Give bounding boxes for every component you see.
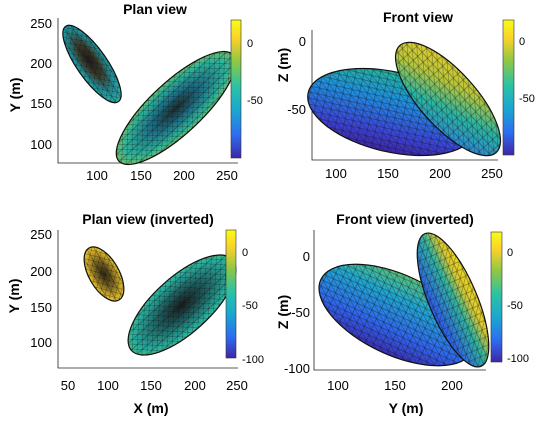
colorbar	[502, 19, 515, 156]
colorbar-tick-label: 0	[507, 247, 513, 259]
y-tick-label: 200	[30, 264, 52, 279]
x-tick-label: 100	[86, 168, 108, 183]
y-axis-label: Y (m)	[7, 78, 23, 113]
y-tick-labels: 250 200 150 100	[30, 16, 52, 152]
axes-frame	[311, 30, 498, 161]
x-tick-label: 150	[384, 378, 406, 393]
x-tick-label: 100	[97, 378, 119, 393]
colorbar	[490, 231, 503, 363]
ellipsoid-small	[416, 232, 490, 368]
ellipsoid-small	[394, 41, 502, 157]
x-tick-label: 100	[327, 378, 349, 393]
x-axis-label: Y (m)	[389, 400, 424, 416]
x-tick-label: 250	[226, 378, 248, 393]
colorbar-tick-label: -50	[519, 93, 535, 105]
y-tick-labels: 0 -50	[287, 34, 306, 117]
panel-plan-view: Plan view Y (m) 250 200 150 100 100 150 …	[7, 1, 263, 183]
y-tick-label: -100	[284, 361, 310, 376]
y-tick-label: 150	[30, 300, 52, 315]
x-tick-label: 200	[429, 166, 451, 181]
colorbar-tick-label: -50	[247, 95, 263, 107]
y-tick-label: 0	[299, 34, 306, 49]
y-tick-label: 100	[30, 335, 52, 350]
panel-front-view-inverted: Front view (inverted) Z (m) 0 -50 -100 1…	[275, 211, 529, 416]
y-tick-label: -50	[287, 102, 306, 117]
y-tick-label: -50	[291, 305, 310, 320]
y-tick-labels: 0 -50 -100	[284, 249, 310, 376]
y-axis-label: Z (m)	[275, 48, 291, 82]
x-tick-labels: 100 150 200 250	[325, 166, 503, 181]
x-tick-label: 200	[173, 168, 195, 183]
x-axis-label: X (m)	[134, 400, 169, 416]
x-tick-label: 150	[140, 378, 162, 393]
axes-frame	[57, 230, 238, 369]
colorbar-tick-label: -100	[242, 354, 264, 366]
x-tick-label: 250	[216, 168, 238, 183]
colorbar-tick-label: 0	[242, 247, 248, 259]
y-axis-label: Y (m)	[6, 279, 22, 314]
y-tick-labels: 250 200 150 100	[30, 227, 52, 350]
colorbar-tick-label: 0	[519, 36, 525, 48]
y-tick-label: 250	[30, 227, 52, 242]
y-tick-label: 100	[30, 137, 52, 152]
panel-title: Plan view	[123, 1, 187, 17]
colorbar-tick-label: -100	[507, 353, 529, 365]
colorbar	[230, 19, 242, 159]
y-tick-label: 200	[30, 56, 52, 71]
panel-title: Front view (inverted)	[336, 211, 474, 227]
x-tick-label: 200	[441, 378, 463, 393]
colorbar-tick-label: -50	[507, 300, 523, 312]
colorbar-tick-label: -50	[242, 300, 258, 312]
ellipsoid-small	[83, 246, 125, 302]
panel-plan-view-inverted: Plan view (inverted) Y (m) 250 200 150 1…	[6, 211, 264, 416]
x-tick-label: 50	[61, 378, 75, 393]
colorbar	[225, 229, 237, 359]
x-tick-labels: 100 150 200	[327, 378, 463, 393]
axes-frame	[313, 230, 486, 371]
x-tick-labels: 50 100 150 200 250	[61, 378, 248, 393]
y-tick-label: 150	[30, 96, 52, 111]
x-tick-label: 250	[481, 166, 503, 181]
x-tick-label: 150	[377, 166, 399, 181]
ellipsoid-small	[62, 24, 122, 104]
y-axis-label: Z (m)	[275, 295, 291, 329]
x-tick-labels: 100 150 200 250	[86, 168, 238, 183]
ellipsoid-large	[115, 50, 237, 166]
x-tick-label: 200	[184, 378, 206, 393]
x-tick-label: 150	[130, 168, 152, 183]
panel-front-view: Front view Z (m) 0 -50 100 150 200 250 0…	[275, 9, 535, 181]
panel-title: Front view	[383, 9, 453, 25]
axes-frame	[57, 18, 238, 164]
y-tick-label: 250	[30, 16, 52, 31]
colorbar-tick-label: 0	[247, 38, 253, 50]
y-tick-label: 0	[303, 249, 310, 264]
panel-title: Plan view (inverted)	[82, 211, 213, 227]
x-tick-label: 100	[325, 166, 347, 181]
